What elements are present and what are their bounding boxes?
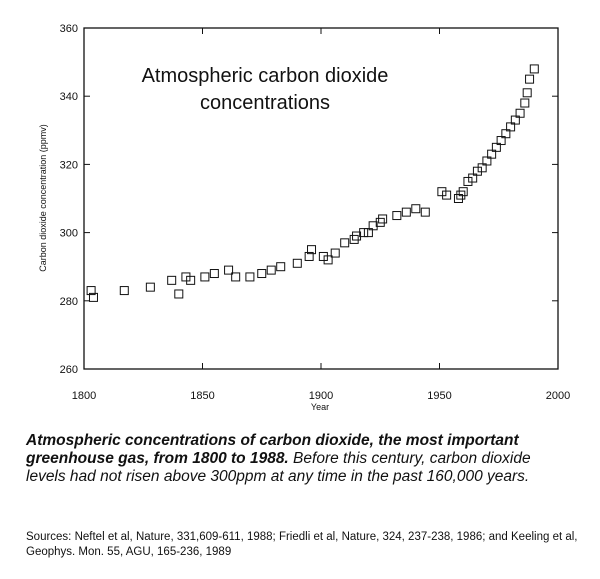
x-axis-label: Year xyxy=(311,402,329,412)
data-point xyxy=(145,282,155,292)
data-point xyxy=(522,88,532,98)
data-point xyxy=(352,231,362,241)
data-point xyxy=(349,234,359,244)
x-tick-label: 1950 xyxy=(427,390,451,402)
data-point xyxy=(477,163,487,173)
data-point xyxy=(515,108,525,118)
y-axis: 260 280 300 320 340 360 xyxy=(60,23,558,376)
y-tick-label: 360 xyxy=(60,23,78,35)
data-point xyxy=(276,262,286,272)
data-point xyxy=(501,129,511,139)
data-point xyxy=(181,272,191,282)
caption-body: Before this century, carbon dioxide leve… xyxy=(26,450,531,485)
y-tick-label: 340 xyxy=(60,91,78,103)
data-point xyxy=(420,207,430,217)
data-point xyxy=(231,272,241,282)
data-point xyxy=(510,115,520,125)
data-point xyxy=(437,187,447,197)
data-point xyxy=(119,286,129,296)
data-point xyxy=(472,166,482,176)
data-point xyxy=(401,207,411,217)
x-axis: 1800 1850 1900 1950 2000 xyxy=(72,28,570,402)
data-point xyxy=(318,251,328,261)
y-tick-label: 280 xyxy=(60,296,78,308)
data-point xyxy=(458,187,468,197)
data-point xyxy=(292,258,302,268)
data-point xyxy=(525,74,535,84)
x-tick-label: 1900 xyxy=(309,390,333,402)
data-points xyxy=(86,64,539,302)
data-point xyxy=(411,204,421,214)
chart-title-line-2: concentrations xyxy=(200,92,330,114)
x-tick-label: 2000 xyxy=(546,390,570,402)
data-point xyxy=(86,286,96,296)
data-point xyxy=(529,64,539,74)
data-point xyxy=(174,289,184,299)
data-point xyxy=(200,272,210,282)
data-point xyxy=(468,173,478,183)
data-point xyxy=(491,142,501,152)
data-point xyxy=(368,221,378,231)
data-point xyxy=(482,156,492,166)
data-point xyxy=(245,272,255,282)
data-point xyxy=(330,248,340,258)
data-point xyxy=(167,275,177,285)
data-point xyxy=(224,265,234,275)
data-point xyxy=(186,275,196,285)
figure-caption: Atmospheric concentrations of carbon dio… xyxy=(26,432,574,486)
x-tick-label: 1800 xyxy=(72,390,96,402)
y-tick-label: 320 xyxy=(60,159,78,171)
data-point xyxy=(487,149,497,159)
data-point xyxy=(304,251,314,261)
data-point xyxy=(442,190,452,200)
data-point xyxy=(496,136,506,146)
y-axis-label: Carbon dioxide concentration (ppmv) xyxy=(38,124,48,272)
chart-title-line-1: Atmospheric carbon dioxide xyxy=(142,65,389,87)
data-point xyxy=(375,217,385,227)
data-point xyxy=(363,228,373,238)
data-point xyxy=(520,98,530,108)
data-point xyxy=(378,214,388,224)
y-tick-label: 260 xyxy=(60,364,78,376)
data-point xyxy=(453,194,463,203)
data-point xyxy=(392,211,402,221)
data-point xyxy=(340,238,350,248)
data-point xyxy=(307,245,317,255)
y-tick-label: 300 xyxy=(60,228,78,240)
sources-note: Sources: Neftel et al, Nature, 331,609-6… xyxy=(26,531,578,558)
data-point xyxy=(88,292,98,302)
data-point xyxy=(506,122,516,132)
data-point xyxy=(209,269,219,279)
data-point xyxy=(463,176,473,186)
data-point xyxy=(359,228,369,238)
x-tick-label: 1850 xyxy=(190,390,214,402)
data-point xyxy=(266,265,276,275)
data-point xyxy=(257,269,267,279)
data-point xyxy=(323,255,333,265)
caption-bold-lead: Atmospheric concentrations of carbon dio… xyxy=(26,432,519,467)
data-point xyxy=(456,190,466,200)
